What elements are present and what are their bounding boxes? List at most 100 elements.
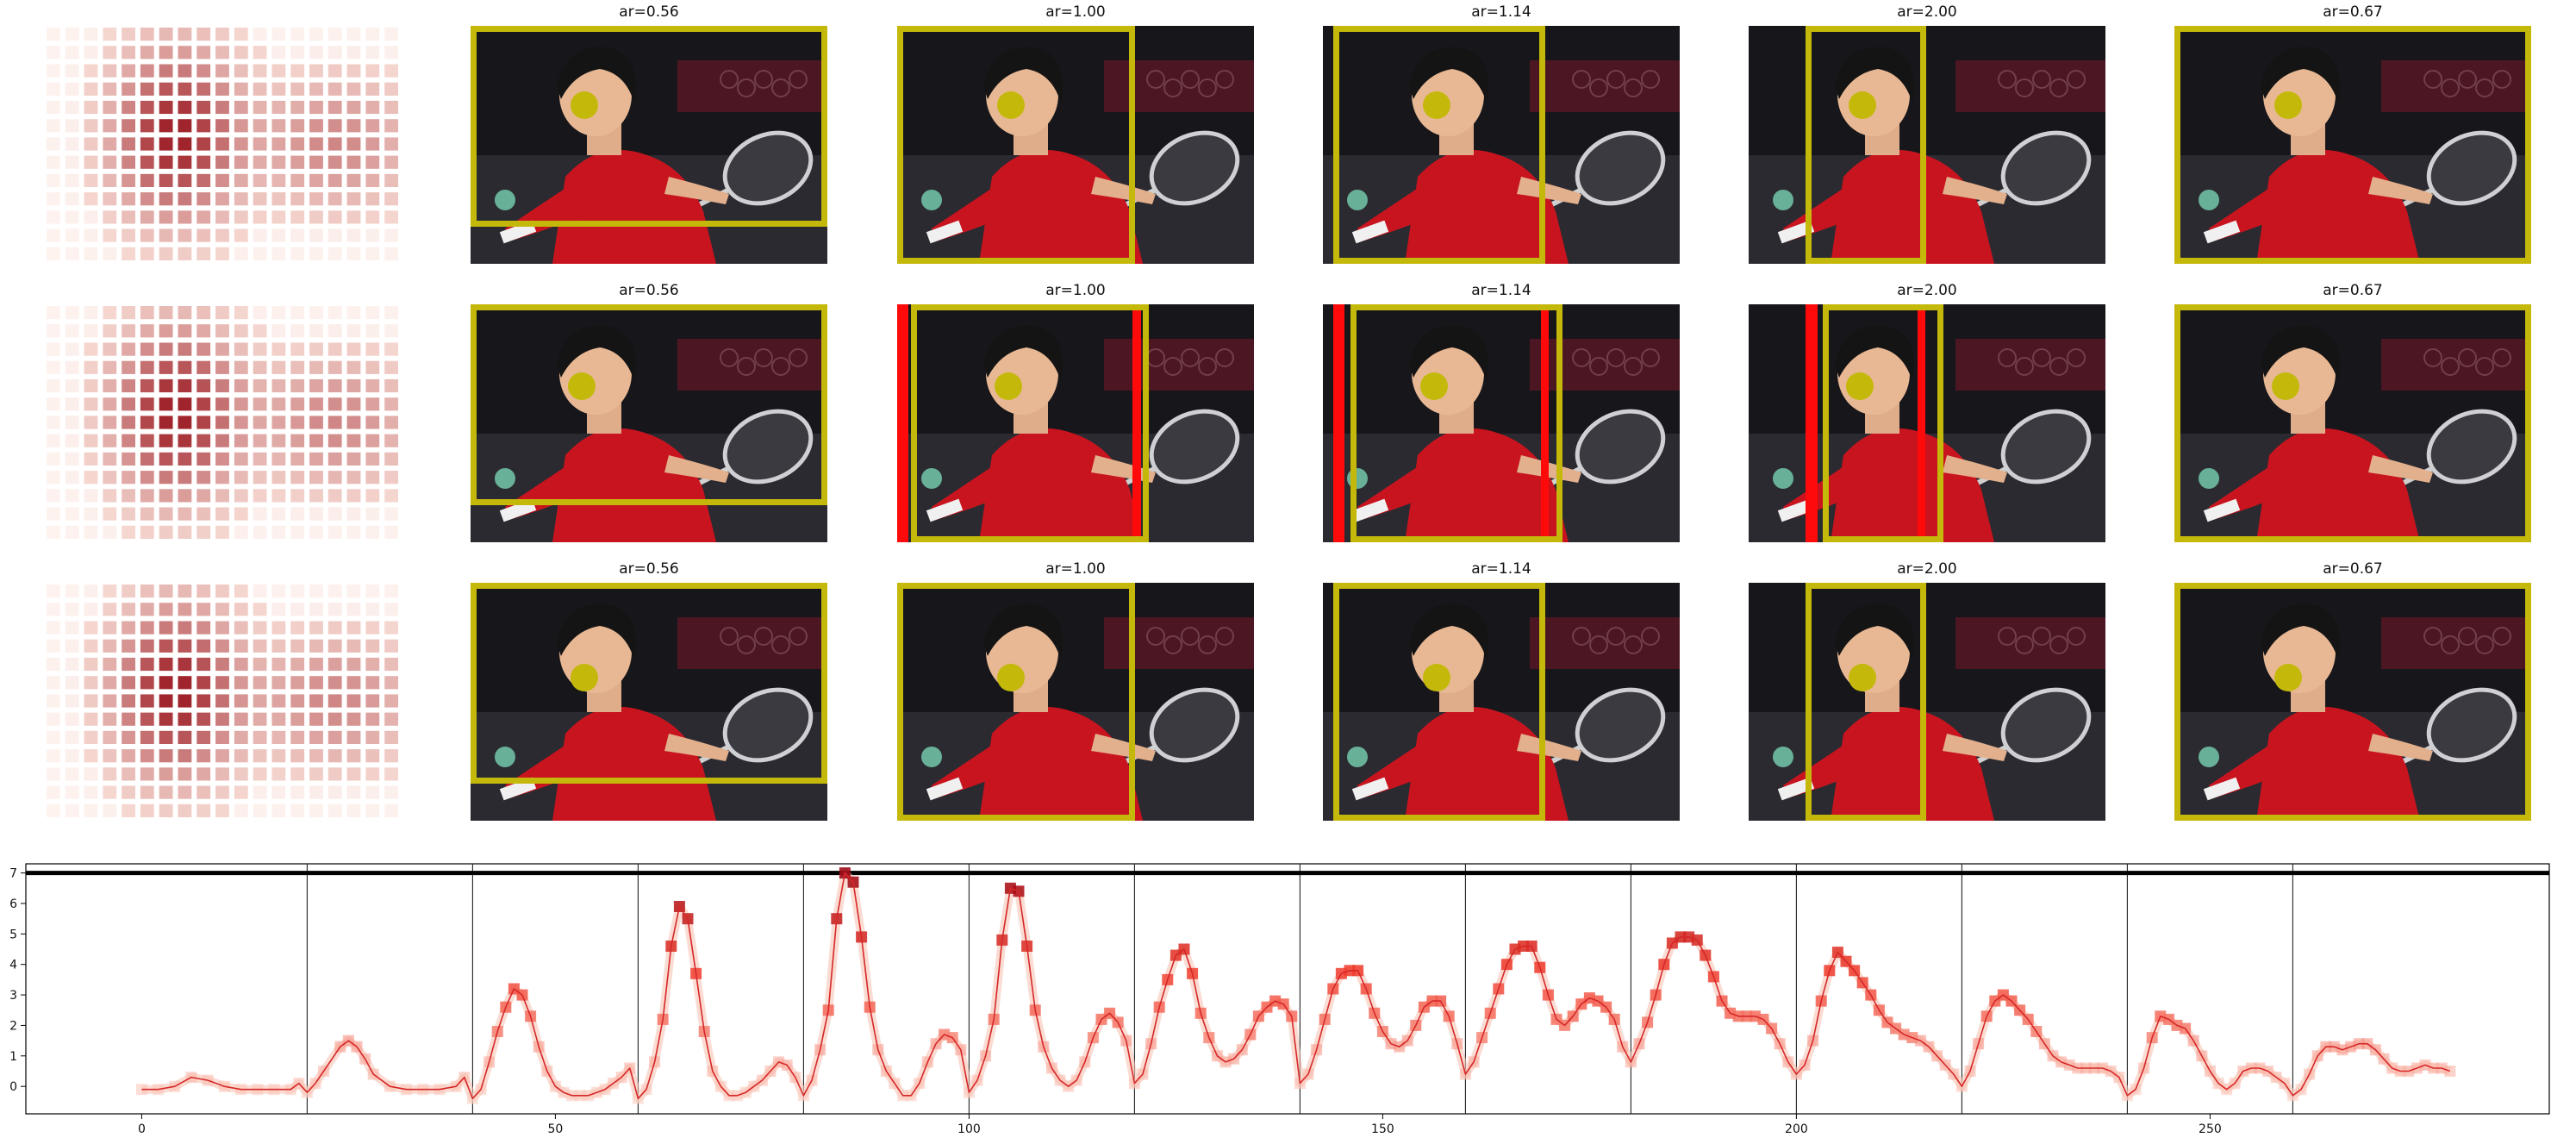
heatmap-cell — [384, 694, 398, 708]
olympic-ring — [771, 357, 790, 376]
photo-panel: ar=1.00 — [897, 560, 1254, 821]
player-hair — [2261, 47, 2340, 103]
heatmap-cell — [47, 767, 60, 781]
heatmap-cell — [140, 100, 154, 115]
photo-image — [2174, 583, 2531, 821]
heatmap-cell — [215, 210, 229, 224]
player-arm-right — [664, 455, 729, 483]
heatmap-cell — [159, 730, 173, 744]
heatmap-cell — [234, 28, 248, 41]
heatmap-cell — [159, 676, 173, 690]
olympic-ring — [2458, 70, 2477, 89]
heatmap-cell — [234, 192, 248, 206]
heatmap-cell — [103, 694, 117, 708]
heatmap-cell — [178, 416, 192, 429]
heatmap-cell — [178, 767, 192, 781]
heatmap-cell — [122, 28, 135, 41]
heatmap-cell — [290, 360, 305, 374]
heatmap-cell — [346, 137, 361, 151]
heatmap-cell — [215, 378, 229, 393]
heatmap-cell — [327, 767, 342, 781]
wristband — [926, 498, 964, 522]
heatmap-cell — [140, 471, 154, 484]
heatmap-cell — [103, 397, 117, 411]
heatmap-cell — [178, 639, 192, 653]
heatmap-cell — [159, 28, 173, 41]
heatmap-cell — [103, 749, 117, 763]
heatmap-cell — [178, 676, 192, 690]
heatmap-cell — [290, 507, 305, 521]
heatmap-cell — [365, 749, 380, 763]
player-arm-right — [1943, 734, 2007, 761]
heatmap-cell — [365, 416, 380, 429]
heatmap-cell — [65, 119, 79, 133]
heatmap-cell — [65, 173, 79, 187]
olympic-ring — [1198, 357, 1217, 376]
heatmap-cell — [327, 471, 342, 484]
heatmap-cell — [84, 603, 98, 616]
heatmap-cell — [234, 228, 248, 242]
heatmap-cell — [384, 119, 398, 133]
olympic-ring — [1146, 627, 1165, 646]
photo-panel: ar=0.56 — [471, 282, 827, 542]
crop-box — [471, 26, 827, 227]
heatmap-cell — [309, 173, 323, 187]
racket-head — [2426, 130, 2517, 206]
heatmap-cell — [84, 360, 98, 374]
heatmap-cell — [47, 360, 60, 374]
heatmap-cell — [365, 676, 380, 690]
crop-box — [2174, 304, 2531, 542]
heatmap-cell — [384, 192, 398, 206]
heatmap-cell — [234, 119, 248, 133]
heatmap-cell — [253, 64, 267, 78]
keypoint-dot — [1423, 91, 1450, 119]
heatmap-cell — [140, 525, 154, 539]
panel-title: ar=0.67 — [2323, 282, 2383, 299]
heatmap-cell — [140, 210, 154, 224]
heatmap-cell — [65, 192, 79, 206]
heatmap-cell — [140, 228, 154, 242]
heatmap-cell — [122, 360, 135, 374]
shuttlecock — [2199, 190, 2219, 210]
heatmap-cell — [346, 192, 361, 206]
heatmap-cell — [140, 155, 154, 169]
heatmap-cell — [384, 585, 398, 598]
olympic-ring — [2067, 627, 2086, 646]
heatmap-cell — [103, 489, 117, 503]
olympic-ring — [2441, 78, 2460, 97]
racket-head — [2000, 130, 2092, 206]
heatmap-cell — [253, 82, 267, 96]
heatmap-cell — [196, 471, 211, 484]
heatmap-cell — [178, 247, 192, 260]
heatmap-cell — [122, 639, 135, 653]
heatmap-cell — [271, 100, 286, 115]
heatmap-cell — [84, 342, 98, 356]
photo-scene — [1323, 304, 1680, 542]
y-tick-label: 2 — [9, 1019, 17, 1033]
heatmap-cell — [178, 749, 192, 763]
heatmap-cell — [103, 525, 117, 539]
heatmap-cell — [271, 730, 286, 744]
player-arm-right — [664, 734, 729, 761]
photo-panel: ar=2.00 — [1749, 560, 2105, 821]
heatmap-cell — [290, 621, 305, 635]
heatmap-cell — [327, 247, 342, 260]
heatmap-cell — [215, 803, 229, 817]
olympic-ring — [720, 70, 739, 89]
heatmap-cell — [253, 46, 267, 59]
heatmap-cell — [178, 730, 192, 744]
heatmap-cell — [47, 452, 60, 466]
heatmap-cell — [309, 803, 323, 817]
heatmap-cell — [140, 452, 154, 466]
heatmap-cell — [290, 489, 305, 503]
wristband — [1351, 220, 1389, 244]
heatmap-cell — [178, 360, 192, 374]
heatmap-cell — [253, 676, 267, 690]
heatmap-cell — [290, 585, 305, 598]
heatmap-cell — [365, 28, 380, 41]
heatmap-cell — [84, 657, 98, 672]
red-crop-edge — [1541, 304, 1549, 542]
heatmap-cell — [384, 228, 398, 242]
heatmap-cell — [309, 730, 323, 744]
heatmap-cell — [178, 82, 192, 96]
